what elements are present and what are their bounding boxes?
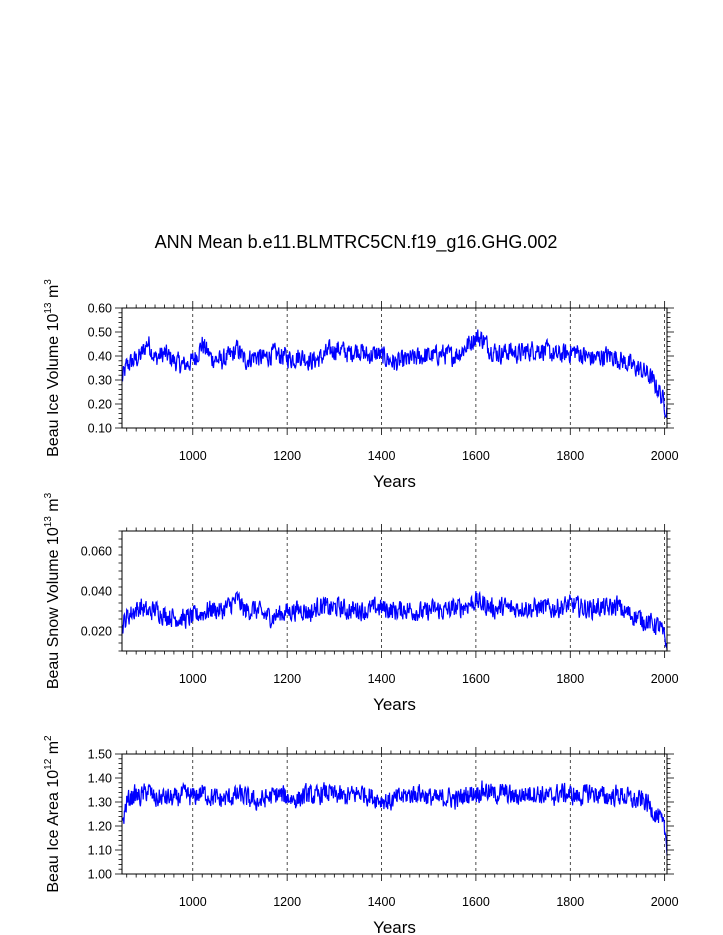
y-tick-label: 0.040 (81, 585, 112, 599)
x-tick-label: 1000 (179, 895, 207, 909)
y-tick-label: 1.10 (88, 844, 112, 858)
y-axis-title-main: Beau Snow Volume 10 (45, 527, 62, 689)
x-tick-label: 1000 (179, 672, 207, 686)
panel-snow-volume: 1000 1200 1400 1600 1800 2000 0.020 0.040 0.060 Y… (43, 492, 679, 714)
panel-ice-area: 1000 1200 1400 1600 1800 2000 1.00 1.10 1.20 1.30… (43, 735, 679, 935)
x-tick-label: 1400 (368, 895, 396, 909)
panels: 1000 1200 1400 1600 1800 2000 0.10 0.20 0.30 0.40… (43, 279, 679, 935)
y-axis-title-unit-exp: 3 (43, 492, 54, 498)
x-tick-label: 1600 (462, 895, 490, 909)
x-tick-label: 1800 (556, 672, 584, 686)
x-tick-label: 1400 (368, 449, 396, 463)
y-tick-label: 0.060 (81, 545, 112, 559)
plot-frame (121, 530, 668, 652)
y-tick-label: 0.20 (88, 398, 112, 412)
x-tick-label: 1200 (273, 449, 301, 463)
plot-frame (121, 753, 668, 875)
y-tick-label: 0.30 (88, 374, 112, 388)
y-tick-label: 0.40 (88, 350, 112, 364)
x-tick-label: 2000 (651, 449, 679, 463)
y-tick-label: 1.20 (88, 820, 112, 834)
y-tick-label: 1.50 (88, 748, 112, 762)
x-axis-title: Years (373, 695, 416, 714)
y-tick-label: 0.60 (88, 302, 112, 316)
plot-frame (121, 307, 668, 429)
y-tick-label: 1.00 (88, 868, 112, 882)
y-axis-title-exp: 13 (43, 302, 54, 314)
x-tick-label: 1600 (462, 672, 490, 686)
x-tick-label: 1800 (556, 449, 584, 463)
figure-title: ANN Mean b.e11.BLMTRC5CN.f19_g16.GHG.002 (155, 232, 558, 253)
series-line-ice-volume (121, 329, 668, 418)
x-tick-label: 1800 (556, 895, 584, 909)
y-axis-title-main: Beau Ice Area 10 (45, 770, 62, 893)
x-tick-label: 1200 (273, 895, 301, 909)
y-tick-label: 0.020 (81, 625, 112, 639)
y-tick-label: 0.10 (88, 422, 112, 436)
y-axis-title-unit-exp: 2 (43, 735, 54, 741)
x-tick-label: 1000 (179, 449, 207, 463)
x-tick-label: 1200 (273, 672, 301, 686)
y-axis-title-exp: 13 (43, 516, 54, 528)
y-tick-label: 0.50 (88, 326, 112, 340)
x-tick-label: 1600 (462, 449, 490, 463)
y-axis-title-unit: m (45, 741, 62, 759)
y-axis-title-unit: m (45, 285, 62, 303)
x-tick-label: 2000 (651, 672, 679, 686)
series-line-snow-volume (121, 590, 668, 650)
panel-ice-volume: 1000 1200 1400 1600 1800 2000 0.10 0.20 0.30 0.40… (43, 279, 679, 491)
x-axis-title: Years (373, 472, 416, 491)
y-axis-title-unit-exp: 3 (43, 279, 54, 285)
y-axis-title: Beau Ice Area 1012 m2 (43, 735, 62, 893)
x-axis-title: Years (373, 918, 416, 935)
series-line-ice-area (121, 780, 668, 856)
y-axis-title-exp: 12 (43, 758, 54, 770)
y-axis-title-main: Beau Ice Volume 10 (45, 314, 62, 457)
y-tick-label: 1.30 (88, 796, 112, 810)
y-axis-title: Beau Ice Volume 1013 m3 (43, 279, 62, 457)
x-tick-label: 1400 (368, 672, 396, 686)
x-tick-label: 2000 (651, 895, 679, 909)
y-axis-title: Beau Snow Volume 1013 m3 (43, 492, 62, 689)
y-axis-title-unit: m (45, 498, 62, 516)
y-tick-label: 1.40 (88, 772, 112, 786)
